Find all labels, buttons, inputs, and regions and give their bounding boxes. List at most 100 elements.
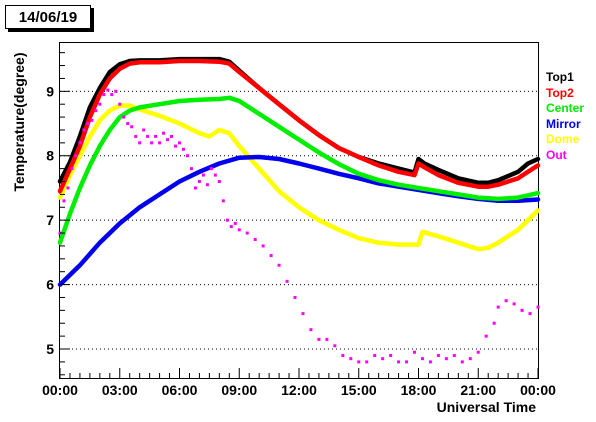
point-out (74, 154, 78, 158)
y-tick-label: 7 (46, 212, 54, 228)
legend-item-dome: Dome (546, 132, 580, 146)
point-out (309, 328, 313, 332)
point-out (237, 228, 241, 232)
point-out (269, 254, 273, 258)
point-out (221, 199, 225, 203)
y-tick-label: 8 (46, 148, 54, 164)
point-out (420, 357, 424, 361)
point-out (373, 353, 377, 357)
point-out (233, 221, 237, 225)
point-out (357, 360, 361, 364)
point-out (389, 353, 393, 357)
point-out (468, 357, 472, 361)
point-out (333, 344, 337, 348)
point-out (428, 360, 432, 364)
point-out (185, 154, 189, 158)
x-tick-label: 21:00 (460, 382, 496, 398)
grid (60, 90, 538, 350)
legend-item-center: Center (546, 101, 585, 115)
series-line-top2 (57, 58, 541, 194)
point-out (484, 334, 488, 338)
point-out (158, 141, 162, 145)
point-out (245, 231, 249, 235)
x-axis-label: Universal Time (437, 399, 537, 415)
legend-item-top2: Top2 (546, 85, 574, 100)
point-out (225, 218, 229, 222)
point-out (397, 360, 401, 364)
point-out (122, 115, 126, 119)
point-out (181, 147, 185, 151)
point-out (452, 353, 456, 357)
y-tick-label: 6 (46, 277, 54, 293)
plot-area (57, 56, 541, 364)
point-out (217, 180, 221, 184)
point-out (138, 141, 142, 145)
point-out (492, 321, 496, 325)
point-out (178, 141, 181, 145)
point-out (102, 93, 106, 97)
y-axis: 5 6 7 8 9 (46, 52, 70, 376)
point-out (142, 128, 146, 132)
point-out (460, 360, 464, 364)
x-axis: 00:00 03:00 06:00 09:00 12:00 15:00 18:00 21:00… (42, 368, 556, 398)
point-out (98, 102, 102, 106)
point-out (174, 144, 178, 148)
point-out (86, 122, 90, 126)
point-out (317, 337, 321, 341)
point-out (512, 302, 516, 306)
point-out (150, 141, 154, 145)
point-out (146, 134, 150, 138)
point-out (436, 353, 440, 357)
x-tick-label: 12:00 (281, 382, 317, 398)
legend-item-mirror: Mirror (546, 116, 581, 131)
point-out (341, 353, 345, 357)
point-out (293, 295, 297, 299)
y-tick-label: 9 (46, 83, 54, 99)
point-out (528, 312, 532, 316)
y-tick-label: 5 (46, 341, 54, 357)
point-out (413, 350, 417, 354)
series-line-dome (57, 103, 541, 252)
x-tick-label: 09:00 (221, 382, 257, 398)
point-out (205, 183, 209, 187)
x-tick-label: 03:00 (102, 382, 138, 398)
point-out (130, 125, 134, 129)
point-out (193, 186, 197, 190)
legend-item-top1: Top1 (546, 70, 574, 84)
point-out (170, 134, 174, 138)
point-out (166, 138, 170, 142)
point-out (82, 128, 86, 132)
point-out (134, 134, 138, 138)
point-out (189, 167, 193, 171)
point-out (301, 312, 305, 316)
x-tick-label: 18:00 (401, 382, 437, 398)
point-out (78, 141, 82, 145)
x-tick-label: 00:00 (520, 382, 556, 398)
point-out (94, 109, 98, 113)
point-out (253, 237, 257, 241)
point-out (162, 131, 166, 135)
point-out (476, 350, 480, 354)
series-line-center (57, 95, 541, 245)
point-out (405, 360, 409, 364)
point-out (90, 118, 94, 122)
point-out (520, 308, 524, 312)
plot-frame (59, 42, 539, 379)
point-out (201, 173, 205, 177)
point-out (209, 167, 213, 171)
point-out (325, 337, 329, 341)
point-out (381, 357, 385, 361)
point-out (114, 89, 118, 93)
series-out (58, 88, 540, 364)
point-out (349, 357, 353, 361)
point-out (66, 186, 70, 190)
point-out (197, 180, 201, 184)
x-tick-label: 15:00 (341, 382, 377, 398)
legend: Top1 Top2 Center Mirror Dome Out (546, 70, 596, 163)
series-line-mirror (57, 154, 541, 287)
point-out (229, 225, 233, 229)
chart-title: 14/06/19 (5, 5, 91, 29)
point-out (62, 199, 66, 203)
legend-item-out: Out (546, 147, 567, 162)
point-out (496, 305, 500, 309)
